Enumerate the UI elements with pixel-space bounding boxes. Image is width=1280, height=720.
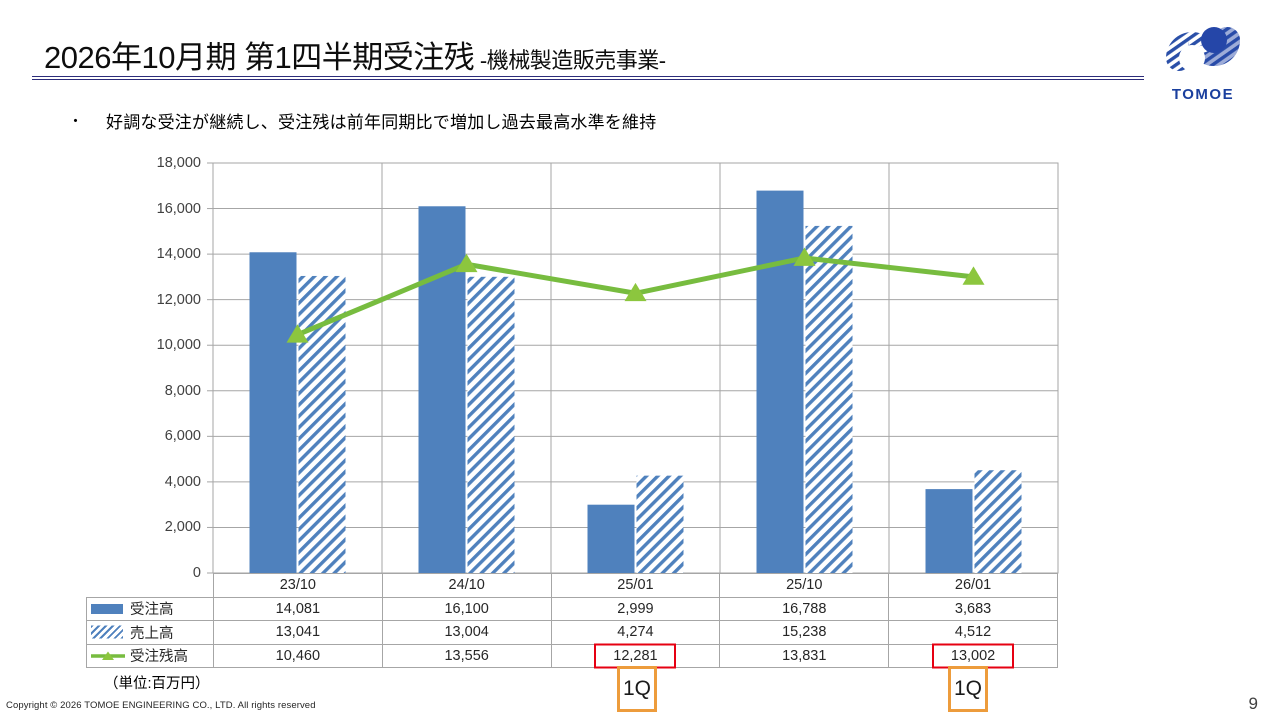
cell-sales-3: 15,238 — [719, 620, 890, 645]
cell-backlog-0: 10,460 — [212, 643, 383, 668]
y-axis-tick-7: 14,000 — [156, 246, 201, 263]
table-row-backlog: 受注残高 10,460 13,556 12,281 13,831 13,002 — [86, 643, 1058, 669]
cell-orders-1: 16,100 — [381, 596, 552, 621]
data-table: 23/10 24/10 25/01 25/10 26/01 受注高 14,081… — [86, 573, 1058, 669]
tomoe-logo: TOMOE — [1148, 14, 1258, 110]
page-title-main: 2026年10月期 第1四半期受注残 — [44, 40, 475, 75]
cell-backlog-3: 13,831 — [719, 643, 890, 668]
line-marker-25/10 — [793, 247, 816, 266]
legend-sales: 売上高 — [86, 620, 214, 645]
line-marker-23/10 — [286, 324, 309, 343]
page-number: 9 — [1248, 694, 1258, 713]
line-marker-24/10 — [455, 253, 478, 273]
quarter-badge-2601: 1Q — [948, 666, 988, 712]
y-axis-tick-5: 10,000 — [156, 337, 201, 354]
title-divider — [32, 76, 1144, 80]
cell-orders-0: 14,081 — [212, 596, 383, 621]
cell-backlog-4: 13,002 — [888, 643, 1058, 669]
line-marker-26/01 — [962, 266, 985, 285]
cell-backlog-2: 12,281 — [550, 643, 721, 669]
table-header-cat-2: 25/01 — [550, 573, 721, 598]
tomoe-comma-mark-icon — [1166, 27, 1240, 71]
cell-orders-3: 16,788 — [719, 596, 890, 621]
legend-backlog-label: 受注残高 — [130, 649, 188, 666]
cell-orders-4: 3,683 — [888, 596, 1058, 621]
y-axis-tick-0: 0 — [192, 565, 201, 581]
table-header-cat-1: 24/10 — [381, 573, 552, 598]
bullet-text: 好調な受注が継続し、受注残は前年同期比で増加し過去最高水準を維持 — [106, 113, 657, 132]
cell-sales-2: 4,274 — [550, 620, 721, 645]
bar-group-25/01 — [587, 475, 684, 573]
y-axis-tick-1: 2,000 — [164, 519, 201, 536]
bar-group-24/10 — [418, 206, 515, 573]
page-title: 2026年10月期 第1四半期受注残 -機械製造販売事業- — [44, 32, 666, 77]
y-axis-tick-4: 8,000 — [164, 382, 201, 399]
table-header-cat-3: 25/10 — [719, 573, 890, 598]
cell-backlog-1: 13,556 — [381, 643, 552, 668]
cell-sales-1: 13,004 — [381, 620, 552, 645]
copyright-text: Copyright © 2026 TOMOE ENGINEERING CO., … — [6, 700, 316, 711]
cell-backlog-4-value: 13,002 — [950, 647, 996, 664]
bar-group-26/01 — [925, 470, 1022, 573]
unit-note: （単位:百万円） — [104, 676, 210, 692]
legend-orders: 受注高 — [86, 596, 214, 621]
y-axis-tick-6: 12,000 — [156, 291, 201, 308]
table-corner-cell — [86, 573, 214, 597]
cell-backlog-2-value: 12,281 — [613, 647, 658, 664]
legend-hatch-swatch-icon — [91, 625, 123, 639]
y-axis-tick-2: 4,000 — [164, 473, 201, 490]
quarter-badge-2501: 1Q — [617, 666, 657, 712]
bullet-line: ・ 好調な受注が継続し、受注残は前年同期比で増加し過去最高水準を維持 — [68, 108, 968, 133]
y-axis-tick-8: 16,000 — [156, 200, 201, 217]
cell-sales-0: 13,041 — [212, 620, 383, 645]
legend-line-swatch-icon — [91, 650, 125, 662]
table-header-cat-4: 26/01 — [888, 573, 1058, 598]
legend-orders-label: 受注高 — [130, 602, 174, 619]
legend-backlog: 受注残高 — [86, 643, 214, 668]
bullet-marker-icon: ・ — [68, 113, 84, 130]
y-axis-tick-9: 18,000 — [156, 155, 201, 171]
line-marker-25/01 — [624, 282, 647, 302]
y-axis-tick-3: 6,000 — [164, 428, 201, 445]
cell-sales-4: 4,512 — [888, 620, 1058, 645]
table-row-header: 23/10 24/10 25/01 25/10 26/01 — [86, 573, 1058, 598]
legend-bar-swatch-icon — [91, 603, 123, 614]
legend-sales-label: 売上高 — [130, 625, 174, 642]
table-row-sales: 売上高 13,041 13,004 4,274 15,238 4,512 — [86, 620, 1058, 645]
table-header-cat-0: 23/10 — [212, 573, 383, 598]
bar-group-25/10 — [756, 190, 853, 573]
table-row-orders: 受注高 14,081 16,100 2,999 16,788 3,683 — [86, 596, 1058, 621]
logo-wordmark: TOMOE — [1171, 86, 1235, 103]
page-title-sub: -機械製造販売事業- — [474, 48, 666, 73]
cell-orders-2: 2,999 — [550, 596, 721, 621]
